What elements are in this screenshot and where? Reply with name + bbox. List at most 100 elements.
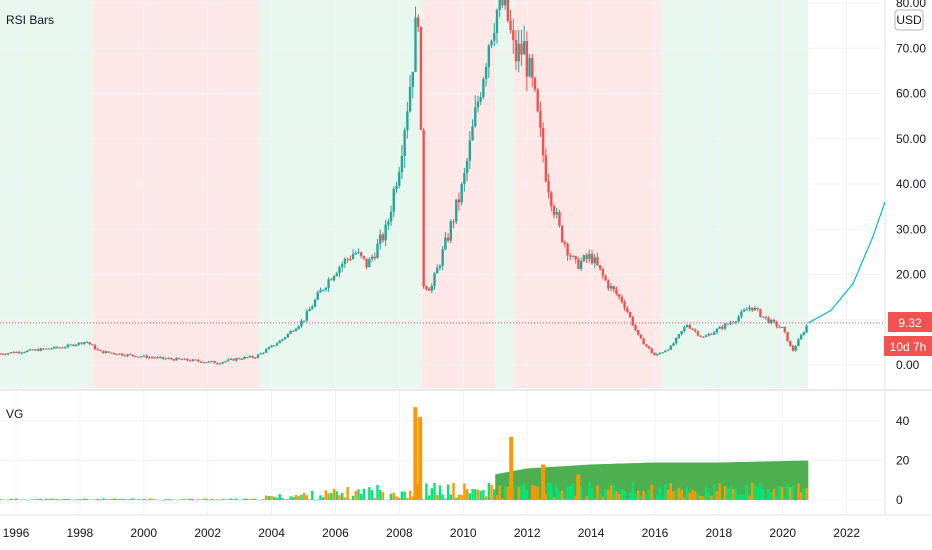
price-candle-body-262: [710, 334, 713, 336]
volume-bar-192: [520, 484, 523, 500]
volume-bar-135: [365, 499, 368, 501]
price-candle-body-294: [797, 339, 800, 347]
volume-bar-265: [718, 483, 721, 500]
price-candle-body-172: [465, 160, 469, 174]
volume-bar-118: [319, 495, 322, 500]
price-candle-body-42: [112, 353, 116, 355]
price-candle-body-250: [677, 334, 681, 338]
price-candle-body-242: [656, 353, 659, 356]
volume-bar-222: [601, 496, 605, 500]
volume-bar-253: [685, 486, 689, 500]
price-candle-body-241: [653, 352, 656, 356]
price-candle-body-3: [6, 353, 10, 355]
price-candle-body-232: [628, 312, 632, 317]
price-candle-body-281: [761, 316, 765, 318]
volume-bar-193: [522, 483, 526, 500]
volume-bar-13: [34, 499, 37, 500]
volume-bar-236: [639, 496, 643, 500]
price-candle-body-267: [723, 323, 727, 329]
price-candle-body-72: [194, 359, 197, 361]
volume-bar-144: [389, 493, 393, 500]
price-candle-body-222: [601, 269, 605, 276]
volume-bar-48: [129, 499, 132, 500]
price-candle-body-93: [251, 356, 254, 358]
price-candle-body-153: [414, 17, 417, 72]
volume-bar-271: [734, 488, 738, 500]
price-candle-body-75: [202, 362, 205, 364]
price-candle-body-197: [533, 77, 537, 90]
price-candle-body-270: [732, 322, 735, 324]
volume-bar-216: [585, 496, 588, 500]
volume-bar-16: [42, 499, 45, 501]
price-candle-body-29: [77, 342, 80, 345]
price-candle-body-265: [718, 326, 721, 329]
price-candle-body-63: [169, 358, 173, 360]
price-candle-body-35: [93, 345, 97, 350]
volume-bar-275: [745, 484, 749, 500]
price-candle-body-233: [631, 316, 634, 326]
price-candle-body-256: [694, 329, 697, 332]
volume-bar-212: [574, 496, 577, 500]
volume-bar-237: [642, 491, 645, 500]
volume-bar-98: [264, 495, 268, 500]
volume-bar-248: [672, 490, 675, 500]
volume-bar-179: [484, 496, 488, 500]
price-candle-body-214: [579, 261, 583, 269]
price-candle-body-112: [302, 320, 306, 322]
volume-bar-146: [395, 496, 398, 500]
price-candle-body-74: [199, 361, 203, 363]
price-candle-body-195: [528, 57, 531, 77]
volume-bar-261: [707, 492, 710, 500]
price-candle-body-30: [80, 342, 83, 344]
price-candle-body-89: [240, 358, 243, 360]
volume-bar-33: [88, 499, 91, 500]
volume-bar-137: [370, 490, 374, 500]
volume-bar-58: [156, 499, 159, 501]
volume-bar-241: [653, 498, 656, 500]
volume-bar-55: [148, 498, 151, 500]
volume-bar-121: [327, 493, 330, 500]
volume-bar-44: [118, 499, 121, 500]
time-tick-label-4: 2004: [258, 526, 285, 540]
volume-bar-199: [539, 498, 542, 500]
volume-bar-176: [476, 489, 480, 500]
price-candle-body-186: [503, 0, 507, 6]
currency-box[interactable]: [894, 9, 924, 31]
price-candle-body-143: [387, 221, 390, 225]
price-candle-body-61: [164, 358, 167, 360]
price-candle-body-196: [531, 57, 534, 78]
price-tick-label-3: 50.00: [896, 132, 926, 146]
price-candle-body-149: [403, 130, 406, 156]
price-candle-body-11: [28, 349, 32, 351]
volume-bar-186: [503, 485, 507, 500]
volume-bar-80: [216, 499, 219, 500]
volume-bar-173: [468, 493, 472, 500]
price-candle-body-151: [408, 86, 412, 112]
price-candle-body-191: [517, 43, 520, 62]
volume-bar-152: [411, 496, 414, 500]
volume-bar-289: [783, 496, 787, 500]
volume-bar-171: [463, 483, 466, 500]
price-tag: 9.32: [898, 316, 922, 330]
volume-bar-0: [0, 498, 2, 500]
price-candle-body-157: [425, 286, 428, 289]
volume-bar-143: [387, 499, 390, 501]
price-candle-body-176: [476, 101, 480, 108]
price-candle-body-128: [346, 258, 349, 260]
volume-bar-291: [789, 487, 792, 500]
price-candle-body-133: [359, 252, 363, 256]
price-candle-body-213: [577, 259, 580, 269]
price-candle-body-192: [520, 43, 523, 55]
volume-bar-245: [664, 484, 667, 500]
volume-spike-0: [413, 407, 418, 500]
price-candle-body-65: [175, 358, 178, 361]
price-candle-body-45: [121, 353, 124, 356]
volume-bar-150: [406, 498, 409, 500]
volume-bar-88: [237, 499, 241, 501]
volume-bar-61: [164, 498, 167, 500]
volume-bar-14: [36, 498, 40, 500]
volume-bar-175: [474, 489, 477, 500]
volume-bar-256: [694, 491, 697, 500]
volume-bar-242: [656, 494, 659, 500]
